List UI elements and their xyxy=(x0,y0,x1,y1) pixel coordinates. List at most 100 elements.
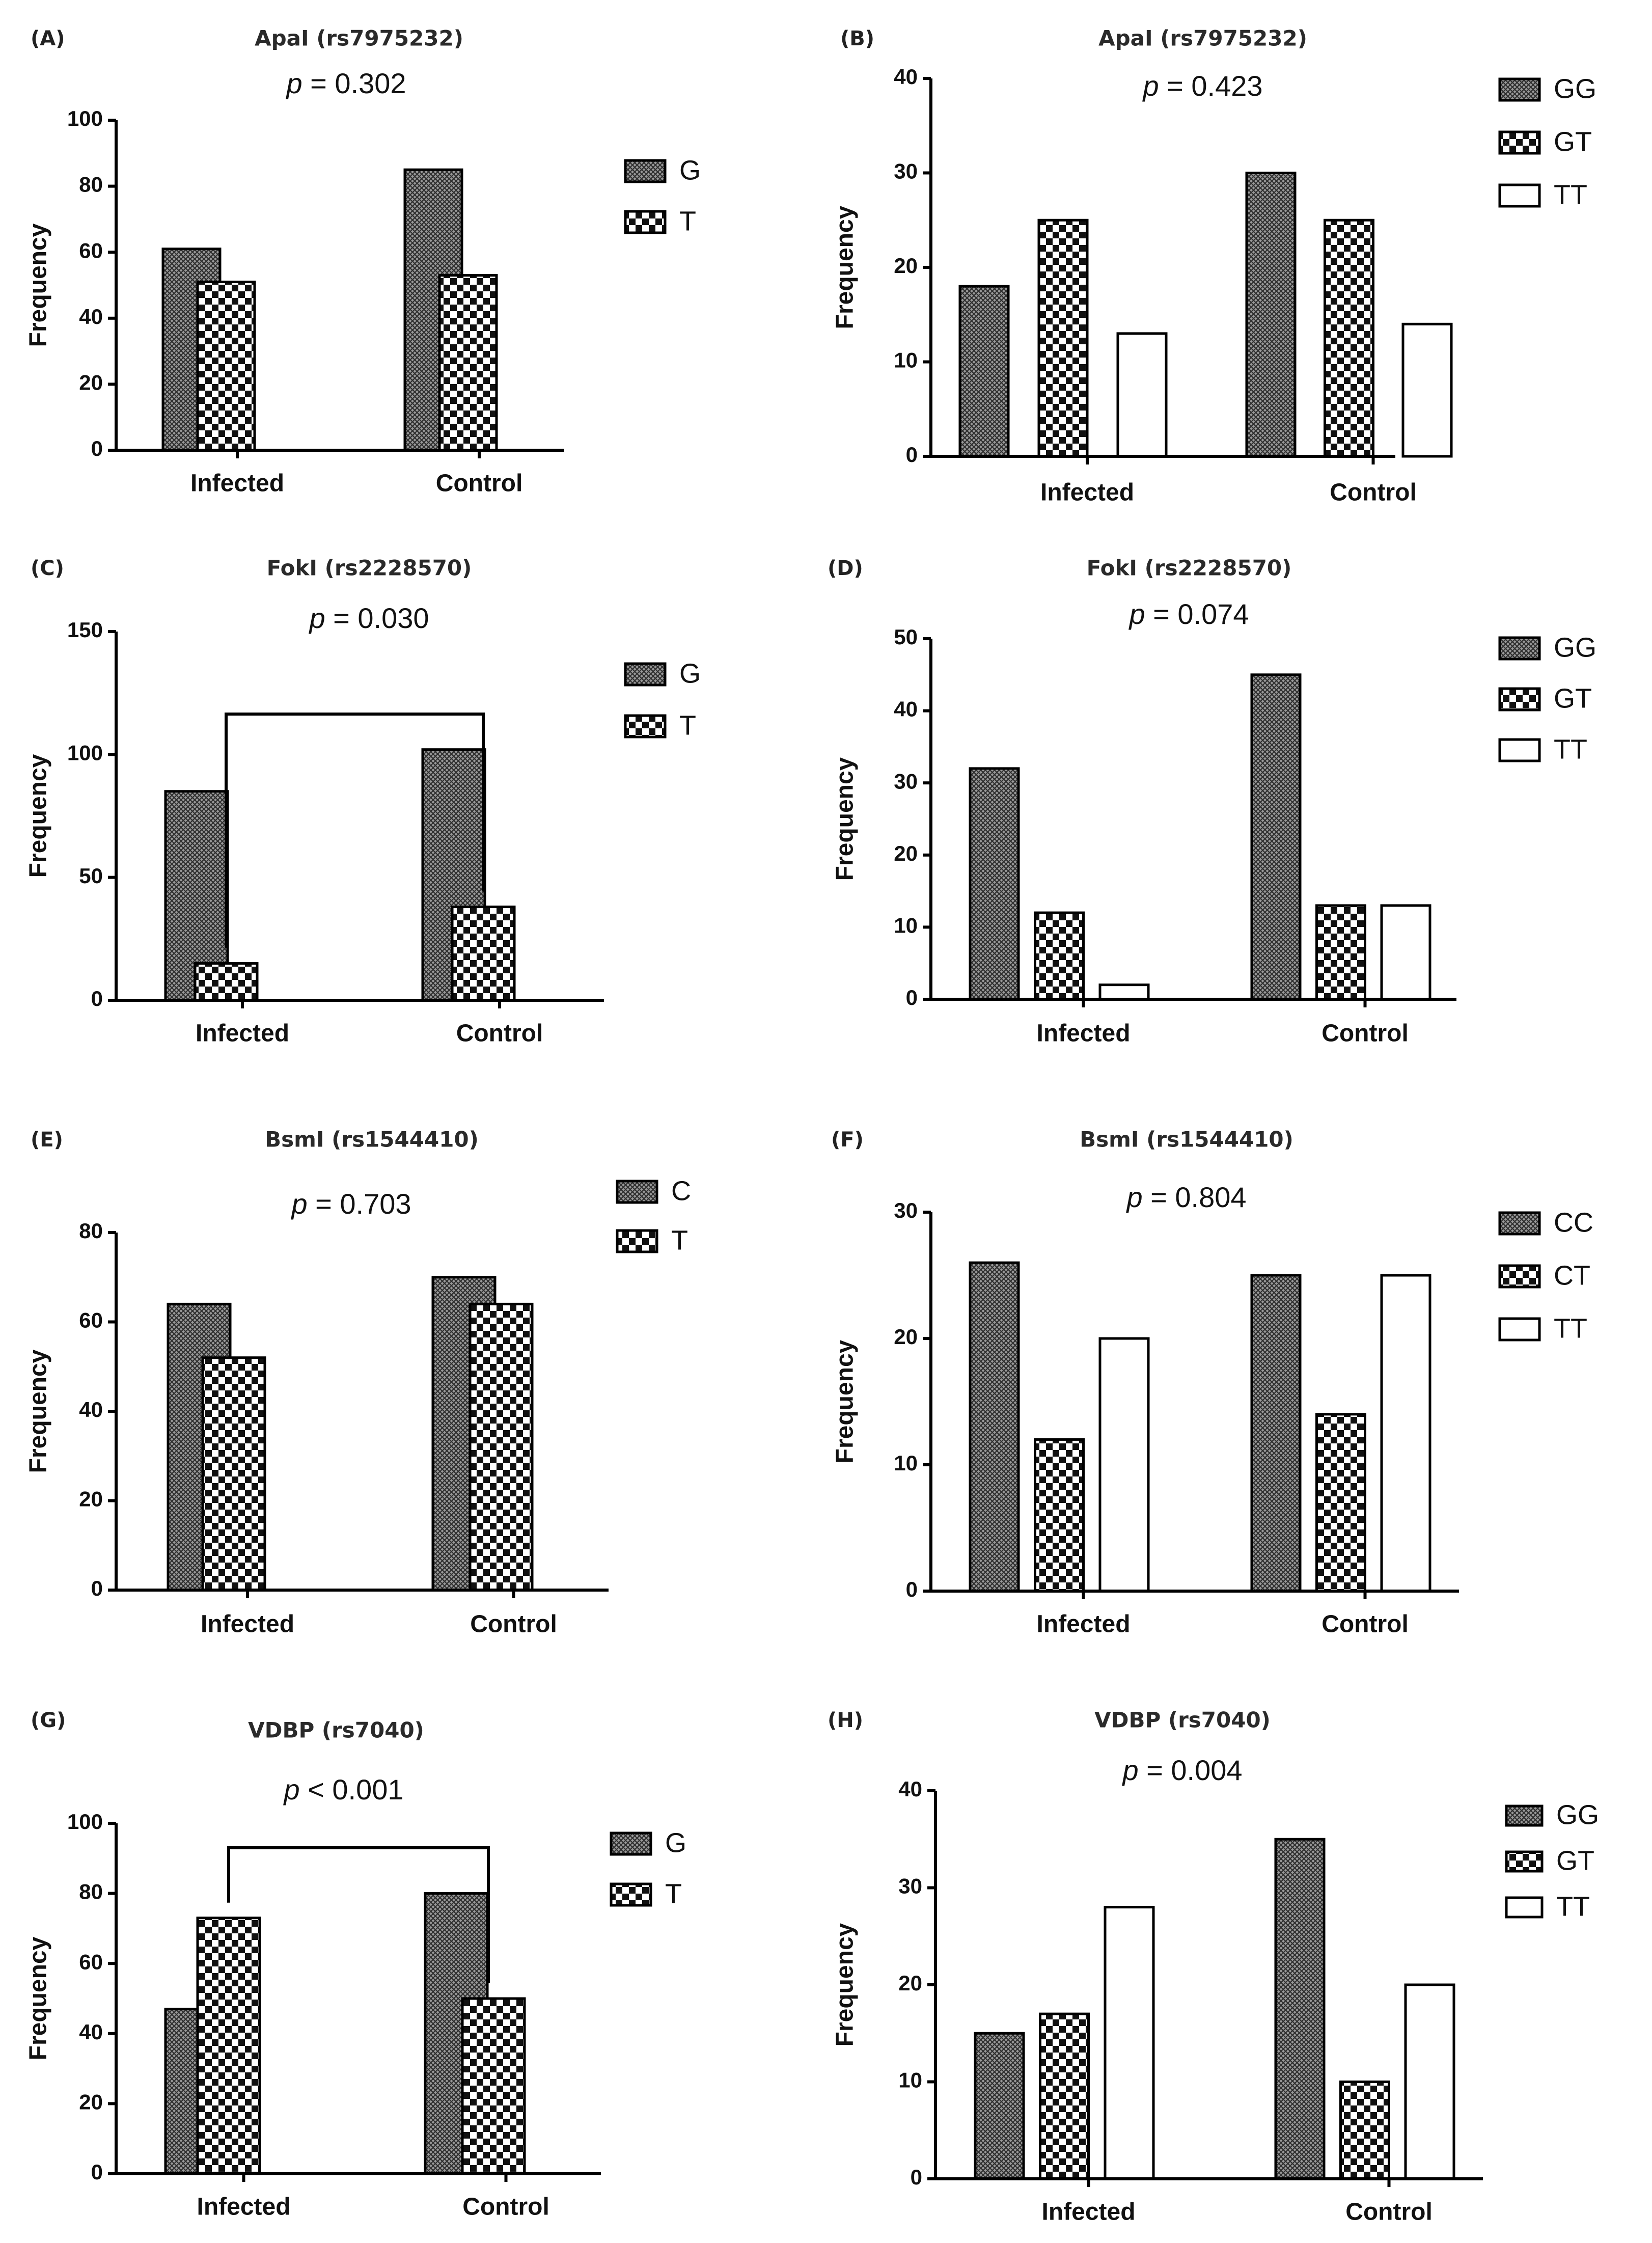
p-value: p = 0.030 xyxy=(308,602,429,634)
legend-swatch-gt xyxy=(1498,130,1541,155)
panel-g: (G) VDBP (rs7040) p < 0.001 Infected Control… xyxy=(25,1709,686,2221)
panel-title: ApaI (rs7975232) xyxy=(255,26,463,51)
bar-control-t xyxy=(438,274,498,452)
legend: GG GT TT xyxy=(1498,73,1596,210)
bar-infected-tt xyxy=(1098,983,1150,1001)
legend-swatch-gg xyxy=(1498,77,1541,102)
p-value-text: < 0.001 xyxy=(300,1773,404,1806)
y-tick-label: 0 xyxy=(906,986,918,1009)
y-axis-label: Frequency xyxy=(832,1339,859,1463)
legend-label-g: G xyxy=(679,155,701,185)
panel-title: ApaI (rs7975232) xyxy=(1098,26,1307,51)
legend-swatch-gg xyxy=(1498,636,1541,661)
legend-swatch-gg xyxy=(1505,1804,1544,1827)
legend: GT xyxy=(624,658,701,741)
y-tick-label: 60 xyxy=(79,1950,103,1974)
panel-f: (F) BsmI (rs1544410) p = 0.804 Infected Cont… xyxy=(831,1127,1593,1638)
category-label-infected: Infected xyxy=(1041,2199,1135,2226)
category-label-control: Control xyxy=(1345,2199,1433,2226)
legend: GG GT TT xyxy=(1505,1799,1599,1922)
panel-label: (C) xyxy=(31,557,64,580)
y-tick-label: 10 xyxy=(894,913,918,937)
y-tick-label: 20 xyxy=(894,1325,918,1349)
category-label-infected: Infected xyxy=(1040,479,1134,506)
y-tick-label: 30 xyxy=(894,159,918,183)
panel-label: (G) xyxy=(31,1709,66,1732)
panel-c: (C) FokI (rs2228570) p = 0.030 Infected Cont… xyxy=(25,556,701,1047)
bar-control-t xyxy=(469,1302,534,1592)
panel-title: BsmI (rs1544410) xyxy=(1080,1127,1293,1152)
legend-label-tt: TT xyxy=(1554,734,1587,764)
p-value-text: = 0.703 xyxy=(308,1188,411,1220)
p-value-text: = 0.423 xyxy=(1159,70,1263,102)
legend-swatch-ct xyxy=(1498,1264,1541,1289)
p-value: p = 0.004 xyxy=(1121,1754,1242,1786)
bar-control-tt xyxy=(1404,1983,1455,2180)
y-axis-label: Frequency xyxy=(25,1349,52,1473)
bar-control-t xyxy=(461,1997,526,2175)
y-tick-label: 20 xyxy=(79,370,103,394)
legend-swatch-cc xyxy=(1498,1211,1541,1236)
y-axis-label: Frequency xyxy=(25,223,52,347)
category-label-control: Control xyxy=(436,470,523,497)
bar-control-gg xyxy=(1274,1838,1326,2180)
legend-swatch-tt xyxy=(1498,183,1541,208)
panel-b: (B) ApaI (rs7975232) p = 0.423 Infected Cont… xyxy=(832,26,1596,506)
y-tick-label: 100 xyxy=(67,1810,103,1834)
bar-infected-gg xyxy=(969,767,1020,1001)
p-value-symbol: p xyxy=(1142,70,1159,102)
p-value: p = 0.074 xyxy=(1128,598,1249,630)
legend-label-g: G xyxy=(665,1827,686,1858)
bar-infected-t xyxy=(196,1917,261,2175)
panel-label: (D) xyxy=(828,557,863,580)
bar-control-gt xyxy=(1324,218,1374,458)
legend-label-cc: CC xyxy=(1554,1207,1593,1238)
legend-label-g: G xyxy=(679,658,701,689)
category-label-control: Control xyxy=(1330,479,1417,506)
bar-infected-gt xyxy=(1039,2012,1090,2180)
legend-swatch-g xyxy=(610,1831,652,1856)
p-value-symbol: p xyxy=(290,1188,307,1220)
category-label-infected: Infected xyxy=(1036,1020,1130,1047)
y-tick-label: 20 xyxy=(894,254,918,278)
legend: CT xyxy=(616,1175,691,1255)
legend-label-gt: GT xyxy=(1556,1845,1594,1876)
category-label-infected: Infected xyxy=(201,1611,294,1638)
y-tick-label: 30 xyxy=(894,1198,918,1222)
panel-label: (H) xyxy=(828,1709,863,1732)
category-label-infected: Infected xyxy=(190,470,284,497)
p-value: p = 0.302 xyxy=(285,67,406,99)
bar-infected-tt xyxy=(1104,1906,1155,2180)
bar-control-gg xyxy=(1250,673,1302,1001)
legend-swatch-tt xyxy=(1498,1317,1541,1342)
y-tick-label: 40 xyxy=(79,305,103,329)
legend-swatch-gt xyxy=(1498,687,1541,712)
y-axis-label: Frequency xyxy=(832,1923,859,2046)
legend: GT xyxy=(624,155,701,236)
legend-label-t: T xyxy=(679,206,696,236)
y-tick-label: 20 xyxy=(79,2090,103,2114)
legend-label-gg: GG xyxy=(1556,1799,1599,1830)
bar-infected-tt xyxy=(1098,1337,1150,1593)
p-value-text: = 0.804 xyxy=(1143,1181,1247,1213)
legend-swatch-t xyxy=(610,1882,652,1907)
legend-swatch-g xyxy=(624,662,667,687)
y-axis-label: Frequency xyxy=(25,754,52,878)
y-tick-label: 80 xyxy=(79,1219,103,1243)
panel-title: FokI (rs2228570) xyxy=(1087,556,1292,581)
bar-infected-ct xyxy=(1034,1438,1085,1593)
bar-infected-gg xyxy=(958,285,1010,458)
legend-label-tt: TT xyxy=(1556,1891,1590,1922)
legend-swatch-t xyxy=(624,714,667,738)
bar-control-t xyxy=(451,906,516,1002)
panel-title: VDBP (rs7040) xyxy=(1094,1708,1271,1733)
y-tick-label: 10 xyxy=(894,1451,918,1475)
p-value-text: = 0.030 xyxy=(325,602,429,634)
panel-label: (A) xyxy=(31,27,65,50)
legend-swatch-g xyxy=(624,159,667,183)
bar-infected-t xyxy=(201,1356,266,1592)
legend-label-t: T xyxy=(679,710,696,741)
bar-control-gt xyxy=(1339,2081,1390,2180)
p-value-text: = 0.302 xyxy=(302,67,406,99)
